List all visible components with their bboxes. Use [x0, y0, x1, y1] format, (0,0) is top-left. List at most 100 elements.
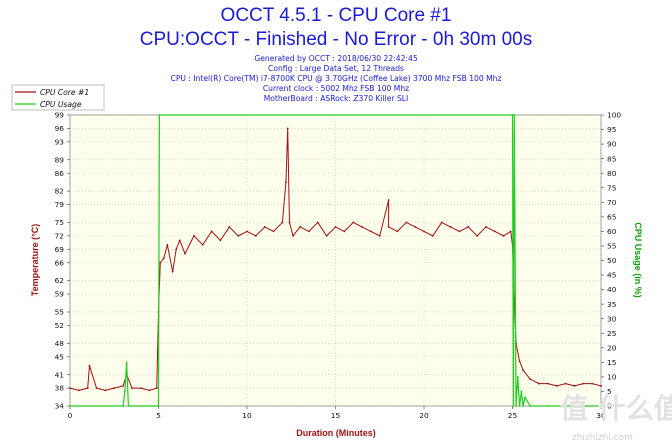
right-tick-label-19: 95	[607, 125, 617, 134]
series-0-point-31	[281, 221, 284, 224]
series-0-point-61	[509, 230, 512, 233]
right-tick-label-13: 65	[607, 212, 617, 221]
left-tick-label-1: 38	[55, 384, 65, 393]
left-tick-label-12: 75	[55, 218, 65, 227]
left-tick-label-6: 55	[55, 308, 65, 317]
left-axis-ticks: 34 38 41 45 48 52 55 59 62 66 69 72 75 79 82 86 89 93 96 99	[55, 111, 70, 411]
series-1-point-12	[518, 405, 521, 407]
series-0-point-47	[387, 226, 390, 228]
left-tick-label-15: 86	[55, 169, 65, 178]
watermark-domain: zhizhizhi.com	[572, 433, 633, 443]
left-tick-label-11: 72	[55, 231, 64, 240]
series-1-point-2	[123, 390, 126, 393]
x-tick-label-2: 10	[242, 411, 252, 420]
left-tick-label-5: 52	[55, 321, 64, 330]
series-0-point-35	[292, 234, 294, 237]
series-0-point-22	[201, 243, 204, 246]
series-0-point-44	[370, 230, 372, 233]
series-0-point-51	[423, 230, 425, 233]
info-current-clock: Current clock : 5002 Mhz FSB 100 Mhz	[263, 84, 409, 93]
series-0-point-30	[272, 230, 275, 233]
right-tick-label-7: 35	[607, 300, 617, 309]
left-tick-label-7: 59	[55, 290, 65, 299]
series-0-point-57	[476, 234, 478, 237]
right-tick-label-14: 70	[607, 198, 617, 207]
left-tick-label-8: 62	[55, 276, 64, 285]
series-0-point-24	[219, 239, 222, 242]
series-0-point-32	[285, 181, 287, 184]
series-0-point-38	[316, 221, 319, 224]
left-tick-label-13: 79	[55, 200, 65, 209]
right-tick-label-15: 75	[607, 183, 617, 192]
series-0-point-23	[210, 230, 213, 233]
left-tick-label-16: 89	[55, 155, 65, 164]
series-0-point-19	[178, 239, 181, 242]
series-0-point-4	[95, 387, 98, 389]
right-tick-label-20: 100	[607, 111, 621, 120]
series-0-point-5	[104, 389, 107, 392]
series-0-point-65	[518, 360, 521, 363]
series-1-point-15	[523, 396, 526, 399]
series-0-point-7	[122, 384, 124, 387]
series-0-point-55	[458, 230, 461, 233]
series-0-point-73	[582, 382, 585, 385]
series-0-point-60	[502, 234, 505, 237]
info-motherboard: MotherBoard : ASRock: Z370 Killer SLI	[264, 94, 409, 103]
right-tick-label-9: 45	[607, 271, 617, 280]
left-tick-label-2: 41	[55, 370, 65, 379]
series-0-point-52	[431, 234, 434, 237]
right-axis-ticks: 0 5 10 15 20 25 30 35 40 45 50 55 60 65 70 75 80 85 90 95 10…	[601, 111, 621, 411]
right-tick-label-3: 15	[607, 358, 617, 367]
right-tick-label-8: 40	[607, 285, 617, 294]
legend-label-usage: CPU Usage	[40, 100, 82, 109]
series-1-point-10	[515, 405, 517, 407]
series-0-point-59	[493, 230, 496, 233]
series-0-point-46	[387, 199, 390, 201]
right-tick-label-12: 60	[607, 227, 617, 236]
series-0-point-15	[162, 257, 165, 260]
x-tick-label-1: 5	[156, 411, 161, 420]
right-tick-label-11: 55	[607, 242, 617, 251]
series-0-point-54	[449, 226, 452, 228]
plot-area	[69, 114, 602, 407]
series-0-point-0	[69, 387, 71, 389]
series-1-point-20	[600, 405, 602, 407]
series-0-point-20	[184, 252, 186, 255]
series-0-point-67	[529, 378, 532, 381]
series-1-point-19	[582, 405, 585, 407]
series-0-point-45	[378, 234, 381, 237]
series-0-point-28	[254, 234, 257, 237]
info-cpu: CPU : Intel(R) Core(TM) i7-8700K CPU @ 3…	[171, 74, 502, 83]
right-tick-label-17: 85	[607, 154, 617, 163]
series-1-point-16	[529, 405, 532, 407]
series-0-point-21	[193, 234, 195, 237]
series-0-point-26	[237, 234, 240, 237]
series-0-point-72	[573, 384, 576, 387]
series-1-point-3	[125, 361, 128, 364]
right-tick-label-2: 10	[607, 373, 617, 382]
series-1-point-0	[69, 405, 71, 407]
chart-subtitle: CPU:OCCT - Finished - No Error - 0h 30m …	[140, 29, 532, 50]
x-tick-label-3: 15	[331, 411, 341, 420]
x-tick-label-5: 25	[508, 411, 518, 420]
series-0-point-68	[538, 382, 540, 385]
series-1-point-9	[513, 114, 516, 116]
series-0-point-71	[564, 382, 567, 385]
left-tick-label-17: 93	[55, 137, 65, 146]
series-0-point-25	[228, 226, 231, 228]
series-0-point-49	[405, 221, 408, 224]
series-1-point-18	[564, 405, 567, 407]
series-0-point-48	[396, 230, 399, 233]
series-0-point-75	[600, 384, 602, 387]
series-0-point-27	[246, 230, 248, 233]
series-0-point-14	[159, 261, 162, 264]
legend-label-core: CPU Core #1	[40, 88, 89, 97]
series-0-point-6	[113, 387, 116, 389]
info-generated: Generated by OCCT : 2018/06/30 22:42:45	[254, 54, 417, 63]
series-0-point-12	[155, 387, 158, 389]
right-tick-label-0: 0	[607, 402, 612, 411]
right-tick-label-18: 90	[607, 140, 617, 149]
info-config: Config : Large Data Set, 12 Threads	[268, 64, 404, 73]
legend-box	[11, 84, 105, 111]
